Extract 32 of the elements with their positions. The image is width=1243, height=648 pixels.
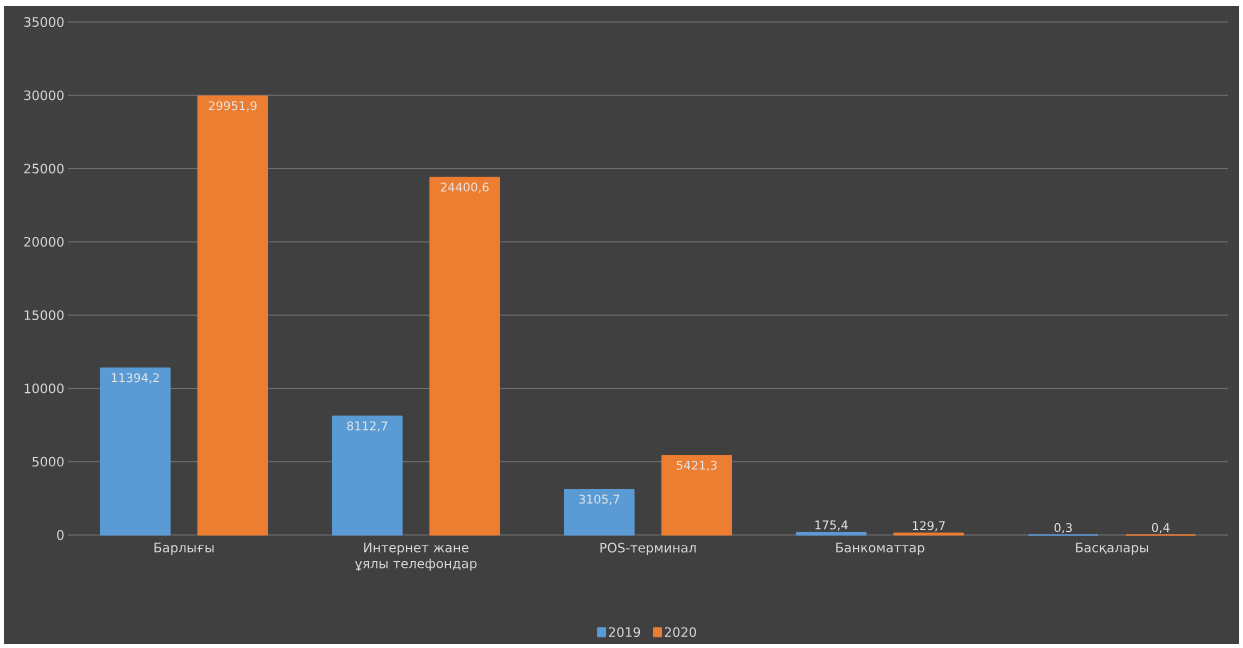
data-label: 8112,7 (347, 421, 388, 432)
x-tick-label: Банкоматтар (836, 542, 925, 555)
y-tick-label: 5000 (32, 456, 64, 467)
y-tick-label: 35000 (24, 17, 64, 27)
bar (563, 488, 635, 536)
data-label: 129,7 (912, 521, 945, 532)
bar (99, 367, 171, 536)
legend-label: 2020 (664, 627, 697, 637)
y-tick-label: 10000 (24, 383, 64, 394)
data-label: 175,4 (815, 520, 848, 531)
data-label: 0,4 (1151, 523, 1170, 534)
x-tick-label: Басқалары (1076, 542, 1149, 555)
data-label: 3105,7 (579, 494, 620, 505)
bar (197, 95, 269, 536)
y-tick-label: 15000 (24, 310, 64, 321)
x-tick-label: Барлығы (154, 542, 214, 555)
data-label: 29951,9 (208, 101, 257, 112)
x-tick-label: Интернет жане ұялы телефондар (355, 542, 477, 571)
y-tick-label: 25000 (24, 163, 64, 174)
data-label: 5421,3 (676, 460, 717, 471)
bar (661, 455, 733, 536)
bar (795, 531, 867, 536)
y-tick-label: 20000 (24, 236, 64, 247)
data-label: 24400,6 (440, 182, 489, 193)
legend-label: 2019 (608, 627, 641, 637)
bar (429, 176, 501, 536)
data-label: 11394,2 (111, 373, 159, 384)
y-tick-label: 30000 (24, 90, 64, 101)
data-label: 0,3 (1054, 523, 1072, 534)
y-tick-label: 0 (57, 530, 64, 540)
x-tick-label: POS-терминал (600, 542, 696, 556)
bar (331, 415, 403, 536)
